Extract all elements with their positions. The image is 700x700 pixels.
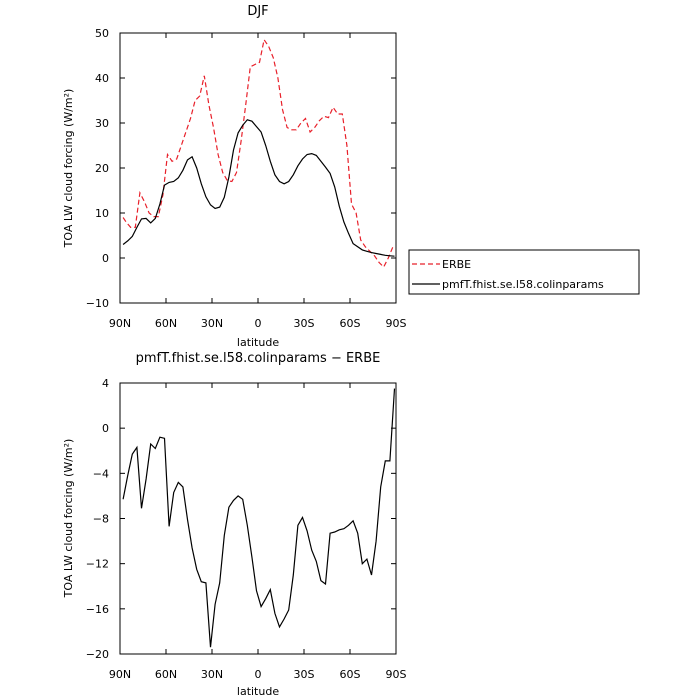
- top-y-tick-label: 20: [95, 162, 109, 175]
- top-x-ticks: 90N 60N 30N 0 30S 60S 90S: [109, 33, 407, 330]
- top-chart-title: DJF: [247, 4, 268, 19]
- top-y-tick-label: −10: [86, 297, 109, 310]
- bottom-y-tick-label: −4: [93, 467, 109, 480]
- bottom-y-tick-label: −8: [93, 513, 109, 526]
- legend-model-label: pmfT.fhist.se.l58.colinparams: [442, 278, 604, 291]
- bottom-x-axis-label: latitude: [237, 685, 279, 698]
- bottom-y-ticks: −20 −16 −12 −8 −4 0 4: [86, 377, 396, 661]
- bottom-y-tick-label: −12: [86, 558, 109, 571]
- legend-erbe-label: ERBE: [442, 258, 471, 271]
- top-series-group: [122, 38, 395, 268]
- top-x-tick-label: 0: [255, 317, 262, 330]
- top-y-tick-label: 30: [95, 117, 109, 130]
- bottom-x-tick-label: 0: [255, 668, 262, 681]
- bottom-chart-title: pmfT.fhist.se.l58.colinparams − ERBE: [136, 351, 381, 366]
- bottom-y-tick-label: 4: [102, 377, 109, 390]
- top-x-tick-label: 60S: [340, 317, 361, 330]
- top-y-tick-label: 0: [102, 252, 109, 265]
- bottom-x-tick-label: 90N: [109, 668, 131, 681]
- bottom-x-tick-label: 90S: [386, 668, 407, 681]
- top-x-tick-label: 90S: [386, 317, 407, 330]
- legend: ERBE pmfT.fhist.se.l58.colinparams: [408, 249, 640, 295]
- bottom-plot-frame: [119, 382, 397, 655]
- bottom-series-group: [122, 388, 396, 648]
- top-y-tick-label: 40: [95, 72, 109, 85]
- top-series-line-0: [122, 38, 394, 268]
- bottom-y-tick-label: 0: [102, 422, 109, 435]
- bottom-x-tick-label: 60S: [340, 668, 361, 681]
- top-y-tick-label: 50: [95, 27, 109, 40]
- legend-box: [408, 249, 640, 295]
- bottom-y-axis-label: TOA LW cloud forcing (W/m²): [62, 439, 75, 599]
- bottom-x-tick-label: 60N: [155, 668, 177, 681]
- bottom-x-tick-label: 30S: [294, 668, 315, 681]
- top-series-line-1: [122, 119, 395, 257]
- bottom-chart-panel: pmfT.fhist.se.l58.colinparams − ERBE −20…: [62, 351, 407, 698]
- bottom-x-tick-label: 30N: [201, 668, 223, 681]
- top-chart-panel: DJF −10 0 10 20 30 40 50 90N 60N 30N 0 30S 60S 90S l…: [62, 4, 407, 349]
- bottom-y-tick-label: −20: [86, 648, 109, 661]
- top-x-tick-label: 30S: [294, 317, 315, 330]
- top-x-axis-label: latitude: [237, 336, 279, 349]
- top-y-axis-label: TOA LW cloud forcing (W/m²): [62, 89, 75, 249]
- top-plot-frame: [119, 32, 397, 304]
- top-y-ticks: −10 0 10 20 30 40 50: [86, 27, 396, 310]
- top-x-tick-label: 30N: [201, 317, 223, 330]
- bottom-x-ticks: 90N 60N 30N 0 30S 60S 90S: [109, 383, 407, 681]
- bottom-y-tick-label: −16: [86, 603, 109, 616]
- top-y-tick-label: 10: [95, 207, 109, 220]
- top-x-tick-label: 90N: [109, 317, 131, 330]
- top-x-tick-label: 60N: [155, 317, 177, 330]
- bottom-series-line-0: [122, 388, 396, 648]
